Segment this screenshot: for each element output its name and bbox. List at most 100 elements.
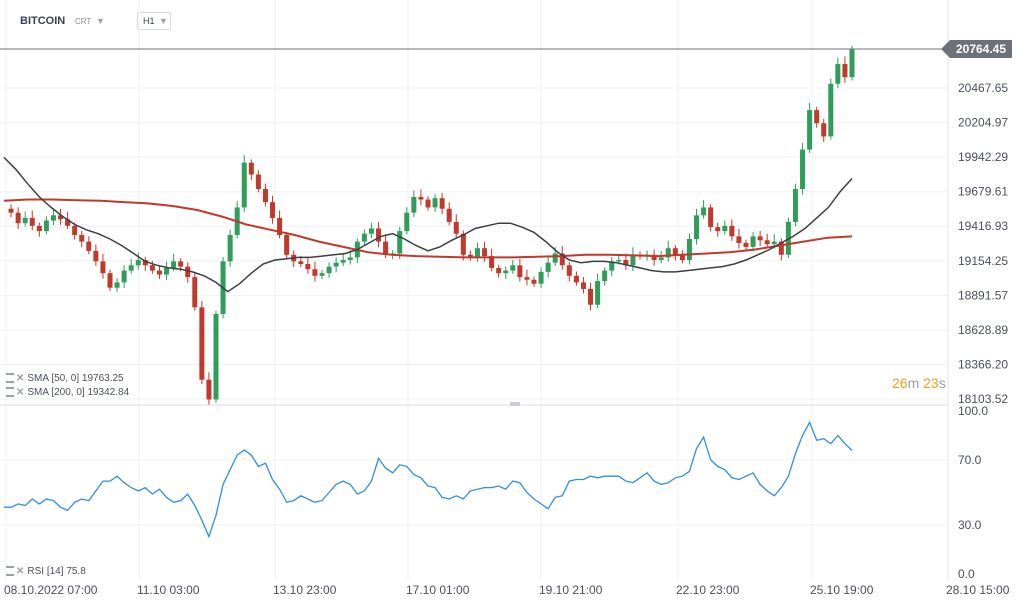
candle-body xyxy=(602,270,608,282)
candle-body xyxy=(142,260,148,266)
chart-type-chevron-down-icon[interactable]: ▼ xyxy=(96,16,105,26)
candle-body xyxy=(100,261,106,274)
candle-body xyxy=(114,282,120,288)
candle-body xyxy=(623,260,629,266)
candle-body xyxy=(814,110,820,124)
price-axis-label: 20204.97 xyxy=(958,116,1008,130)
candle-body xyxy=(121,270,127,283)
candle-body xyxy=(404,212,410,232)
rsi-axis-label: 70.0 xyxy=(958,453,982,467)
rsi-params: [14] xyxy=(46,566,64,577)
candle-body xyxy=(722,225,728,232)
candle-body xyxy=(319,273,325,276)
candle-body xyxy=(849,49,855,78)
candle-body xyxy=(524,277,530,280)
candle-body xyxy=(545,262,551,272)
chart-type-label[interactable]: CRT xyxy=(75,17,92,26)
candle-body xyxy=(694,215,700,239)
price-axis-label: 20467.65 xyxy=(958,81,1008,95)
candle-body xyxy=(736,236,742,243)
candle-body xyxy=(418,196,424,200)
candle-body xyxy=(284,235,290,255)
candle-body xyxy=(29,217,35,226)
candle-body xyxy=(764,240,770,245)
candle-body xyxy=(552,253,558,263)
candle-body xyxy=(312,269,318,276)
chart-header: BITCOIN CRT ▼ H1 ▼ xyxy=(0,0,1018,40)
candle-body xyxy=(778,241,784,255)
candle-body xyxy=(616,260,622,262)
candle-body xyxy=(8,208,14,213)
candle-body xyxy=(771,241,777,245)
candle-body xyxy=(192,277,198,308)
candle-body xyxy=(658,257,664,261)
rsi-name: RSI xyxy=(27,566,45,577)
candle-body xyxy=(368,228,374,234)
price-axis-label: 18103.52 xyxy=(958,392,1008,406)
settings-menu-icon[interactable] xyxy=(6,387,14,398)
rsi-axis: 100.0 70.0 30.0 0.0 xyxy=(958,404,988,581)
close-icon[interactable]: ✕ xyxy=(16,387,25,398)
candle-body xyxy=(630,254,636,266)
time-axis-label: 19.10 21:00 xyxy=(539,583,603,597)
candle-body xyxy=(22,217,28,224)
rsi-value: 75.8 xyxy=(66,566,86,577)
settings-menu-icon[interactable] xyxy=(6,373,14,384)
close-icon[interactable]: ✕ xyxy=(16,373,25,384)
price-axis-label: 19154.25 xyxy=(958,254,1008,268)
candle-body xyxy=(807,110,813,150)
candle-body xyxy=(347,257,353,261)
candle-body xyxy=(241,162,247,208)
candle-body xyxy=(171,261,177,268)
settings-menu-icon[interactable] xyxy=(6,566,14,577)
candle-body xyxy=(460,233,466,255)
symbol-label[interactable]: BITCOIN xyxy=(20,15,66,27)
price-axis-label: 19416.93 xyxy=(958,219,1008,233)
candle-body xyxy=(757,236,763,241)
candle-body xyxy=(496,267,502,274)
candle-body xyxy=(559,253,565,266)
candle-body xyxy=(538,271,544,284)
candle-body xyxy=(573,275,579,283)
candle-body xyxy=(609,261,615,271)
candle-body xyxy=(305,263,311,270)
timeframe-select[interactable]: H1 ▼ xyxy=(137,12,171,30)
chart-grid xyxy=(0,0,949,580)
candle-body xyxy=(135,260,141,266)
candle-body xyxy=(425,199,431,208)
current-price-badge: 20764.45 xyxy=(941,40,1012,58)
sma50-name: SMA xyxy=(27,373,49,384)
candle-body xyxy=(43,220,49,232)
sma200-params: [200, 0] xyxy=(51,387,85,398)
candle-body xyxy=(800,149,806,190)
candle-body xyxy=(715,227,721,232)
sma50-value: 19763.25 xyxy=(81,373,124,384)
time-axis-label: 11.10 03:00 xyxy=(137,583,200,597)
price-axis-label: 18891.57 xyxy=(958,288,1008,302)
candle-body xyxy=(156,270,162,275)
candle-body xyxy=(821,123,827,137)
candle-body xyxy=(86,241,92,251)
legend-sma200[interactable]: ✕ SMA [200, 0] 19342.84 xyxy=(6,387,129,398)
candle-body xyxy=(835,64,841,84)
legend-rsi[interactable]: ✕ RSI [14] 75.8 xyxy=(6,566,86,577)
candle-body xyxy=(792,189,798,222)
sma200-name: SMA xyxy=(27,387,49,398)
candle-body xyxy=(36,225,42,232)
candle-body xyxy=(340,260,346,263)
candle-body xyxy=(361,233,367,242)
candle-body xyxy=(107,273,113,288)
time-axis-label: 25.10 19:00 xyxy=(810,583,874,597)
time-axis: 08.10.2022 07:00 11.10 03:00 13.10 23:00 17… xyxy=(4,583,1010,597)
sma200-line xyxy=(3,198,853,259)
candle-body xyxy=(517,265,523,278)
countdown-seconds-unit: s xyxy=(938,375,946,391)
candle-body xyxy=(482,248,488,257)
timeframe-value: H1 xyxy=(143,16,155,26)
candle-body xyxy=(750,236,756,247)
close-icon[interactable]: ✕ xyxy=(16,566,25,577)
time-axis-label: 13.10 23:00 xyxy=(273,583,337,597)
candle-body xyxy=(185,266,191,278)
legend-sma50[interactable]: ✕ SMA [50, 0] 19763.25 xyxy=(6,373,124,384)
